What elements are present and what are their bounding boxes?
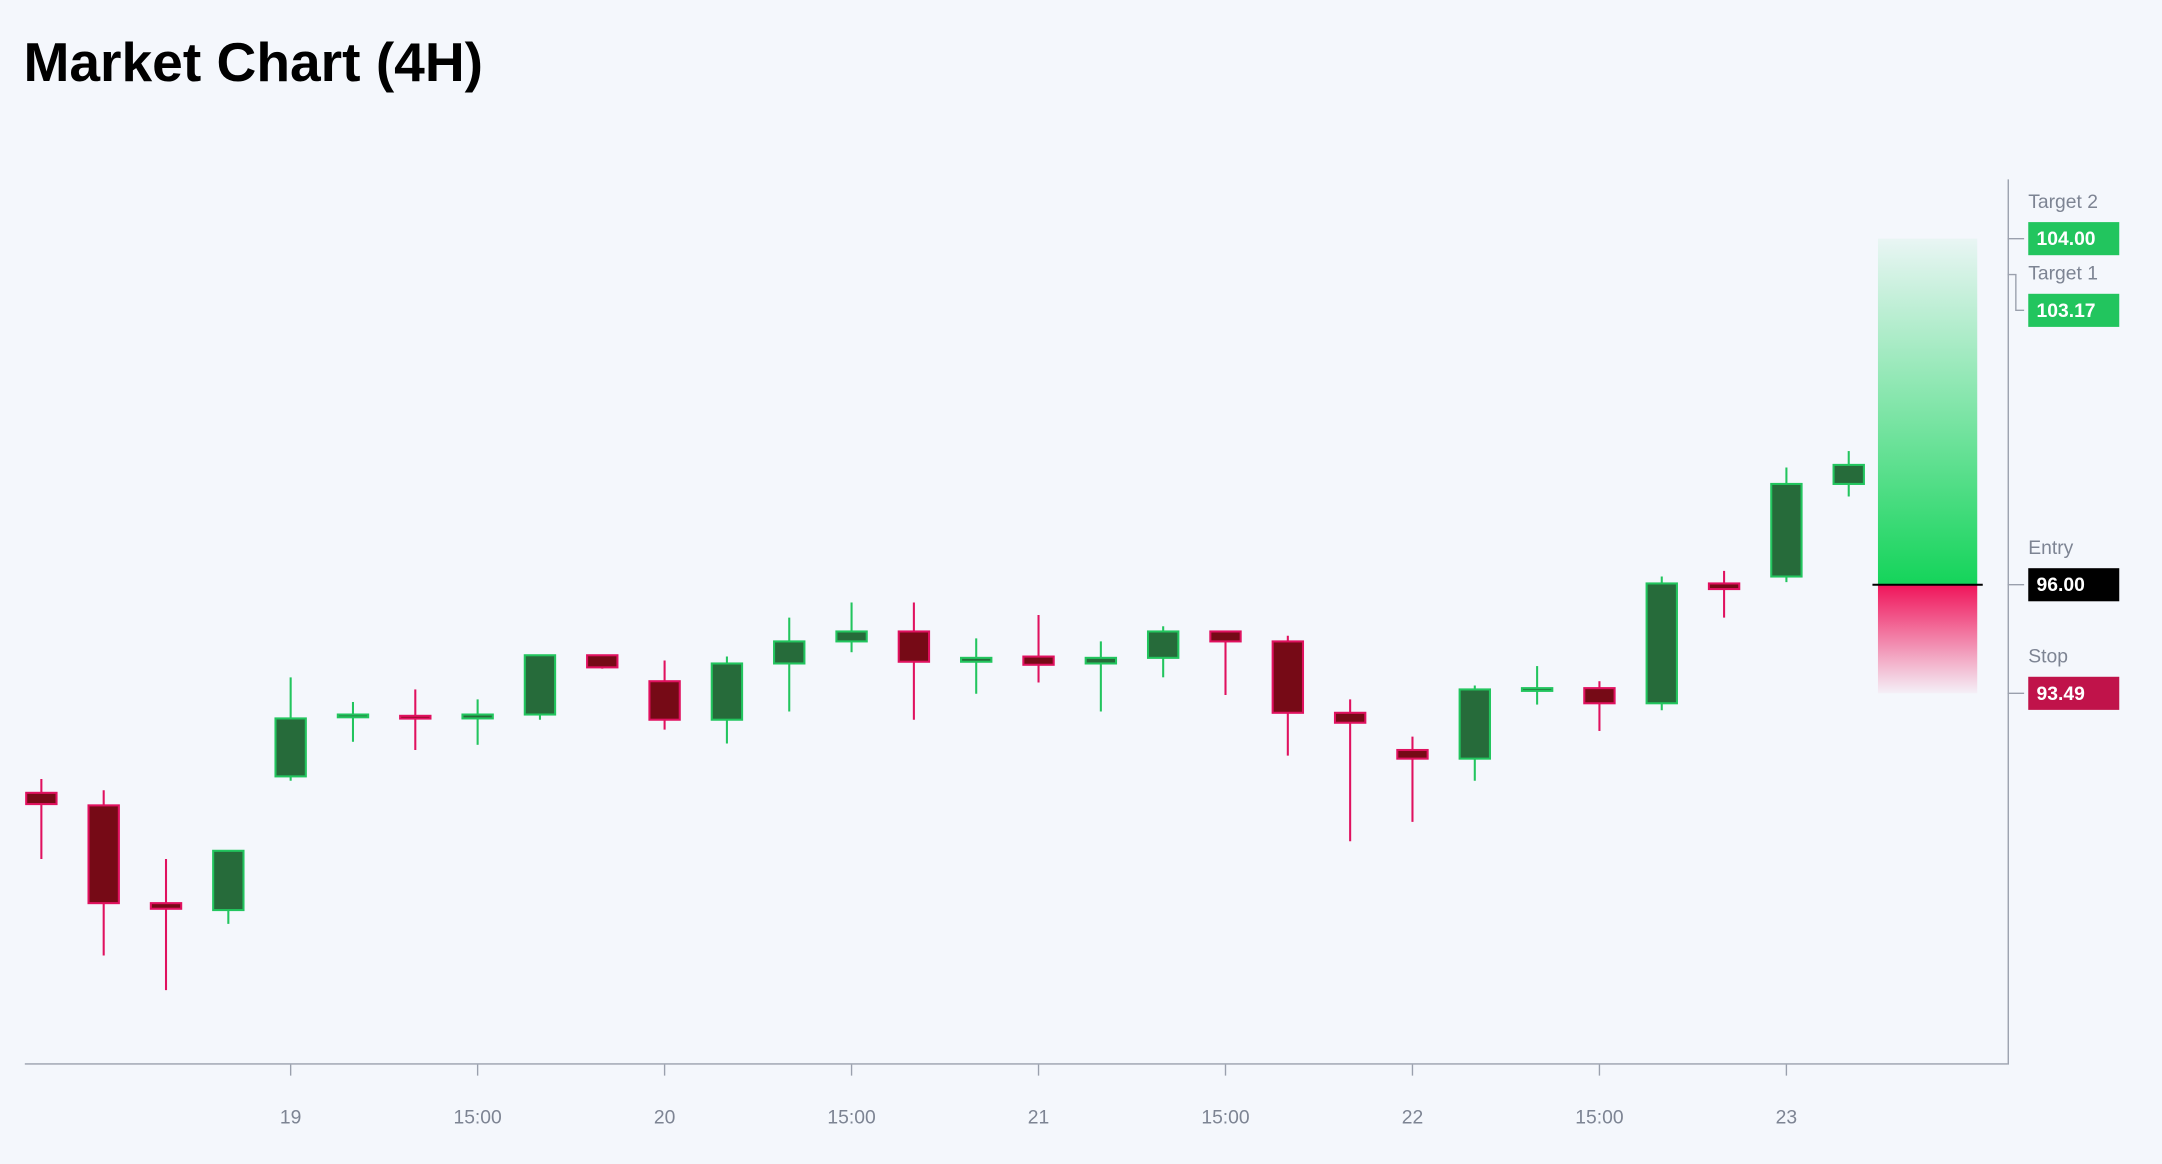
loss-zone <box>1877 584 1978 694</box>
level-value: 103.17 <box>2037 301 2096 322</box>
candle-body <box>1520 687 1554 692</box>
candle-body <box>710 662 744 721</box>
level-name: Target 1 <box>2028 264 2098 285</box>
candle-body <box>1458 688 1491 760</box>
candle-body <box>897 630 931 663</box>
x-tick-label: 20 <box>654 1107 675 1128</box>
candle-body <box>1084 656 1118 665</box>
x-tick-label: 21 <box>1028 1107 1049 1128</box>
candle-body <box>1146 630 1180 659</box>
candle-body <box>1333 711 1367 724</box>
profit-zone <box>1877 238 1978 585</box>
candle-body <box>1583 687 1616 705</box>
level-badge <box>2028 568 2120 602</box>
level-value: 93.49 <box>2037 684 2086 705</box>
level-badge <box>2028 676 2120 710</box>
level-badge <box>2028 293 2120 327</box>
candle-body <box>1832 463 1865 485</box>
candle-body <box>274 717 307 778</box>
candle-body <box>25 791 58 806</box>
candle-body <box>87 804 120 905</box>
candle-body <box>212 849 245 912</box>
candle-body <box>1396 748 1429 760</box>
candle-body <box>586 654 619 669</box>
candle-body <box>1271 640 1305 714</box>
x-tick-label: 22 <box>1402 1107 1423 1128</box>
x-tick-label: 15:00 <box>827 1107 875 1128</box>
candle-body <box>835 630 868 643</box>
candle-body <box>1209 630 1242 643</box>
candle-body <box>523 654 557 716</box>
candle-body <box>461 713 494 720</box>
x-tick-label: 19 <box>280 1107 301 1128</box>
candle-body <box>336 713 370 719</box>
x-tick-label: 15:00 <box>1575 1107 1623 1128</box>
candle-body <box>149 902 183 910</box>
level-value: 104.00 <box>2037 229 2096 250</box>
level-badge <box>2028 222 2120 256</box>
chart-title: Market Chart (4H) <box>23 31 483 93</box>
candle-body <box>960 656 993 663</box>
candle-body <box>1770 482 1803 578</box>
candle-body <box>399 714 432 720</box>
level-name: Target 2 <box>2028 192 2098 213</box>
candle-body <box>1645 582 1678 705</box>
x-tick-label: 23 <box>1776 1107 1797 1128</box>
candle-body <box>648 680 681 721</box>
level-name: Entry <box>2028 538 2073 559</box>
candle-body <box>1022 655 1055 666</box>
level-connector <box>2007 273 2025 312</box>
level-value: 96.00 <box>2037 575 2085 596</box>
candle-body <box>1707 582 1741 591</box>
x-tick-label: 15:00 <box>453 1107 501 1128</box>
level-name: Stop <box>2028 647 2068 668</box>
x-tick-label: 15:00 <box>1201 1107 1249 1128</box>
candle-body <box>773 640 806 665</box>
